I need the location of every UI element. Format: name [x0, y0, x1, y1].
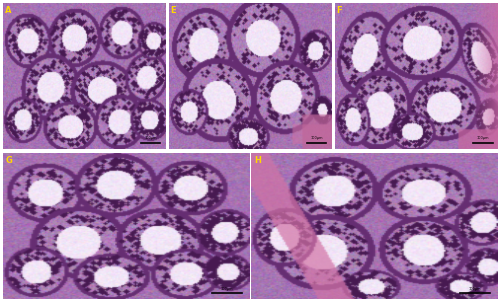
Text: H: H: [254, 156, 260, 165]
Text: F: F: [336, 6, 342, 15]
Text: G: G: [6, 156, 12, 165]
Text: 100μm: 100μm: [469, 287, 482, 291]
Text: A: A: [4, 6, 11, 15]
Text: 100μm: 100μm: [476, 137, 489, 140]
Text: 100μm: 100μm: [144, 137, 157, 140]
Text: E: E: [170, 6, 176, 15]
Text: 100μm: 100μm: [220, 287, 233, 291]
Text: 100μm: 100μm: [310, 137, 323, 140]
